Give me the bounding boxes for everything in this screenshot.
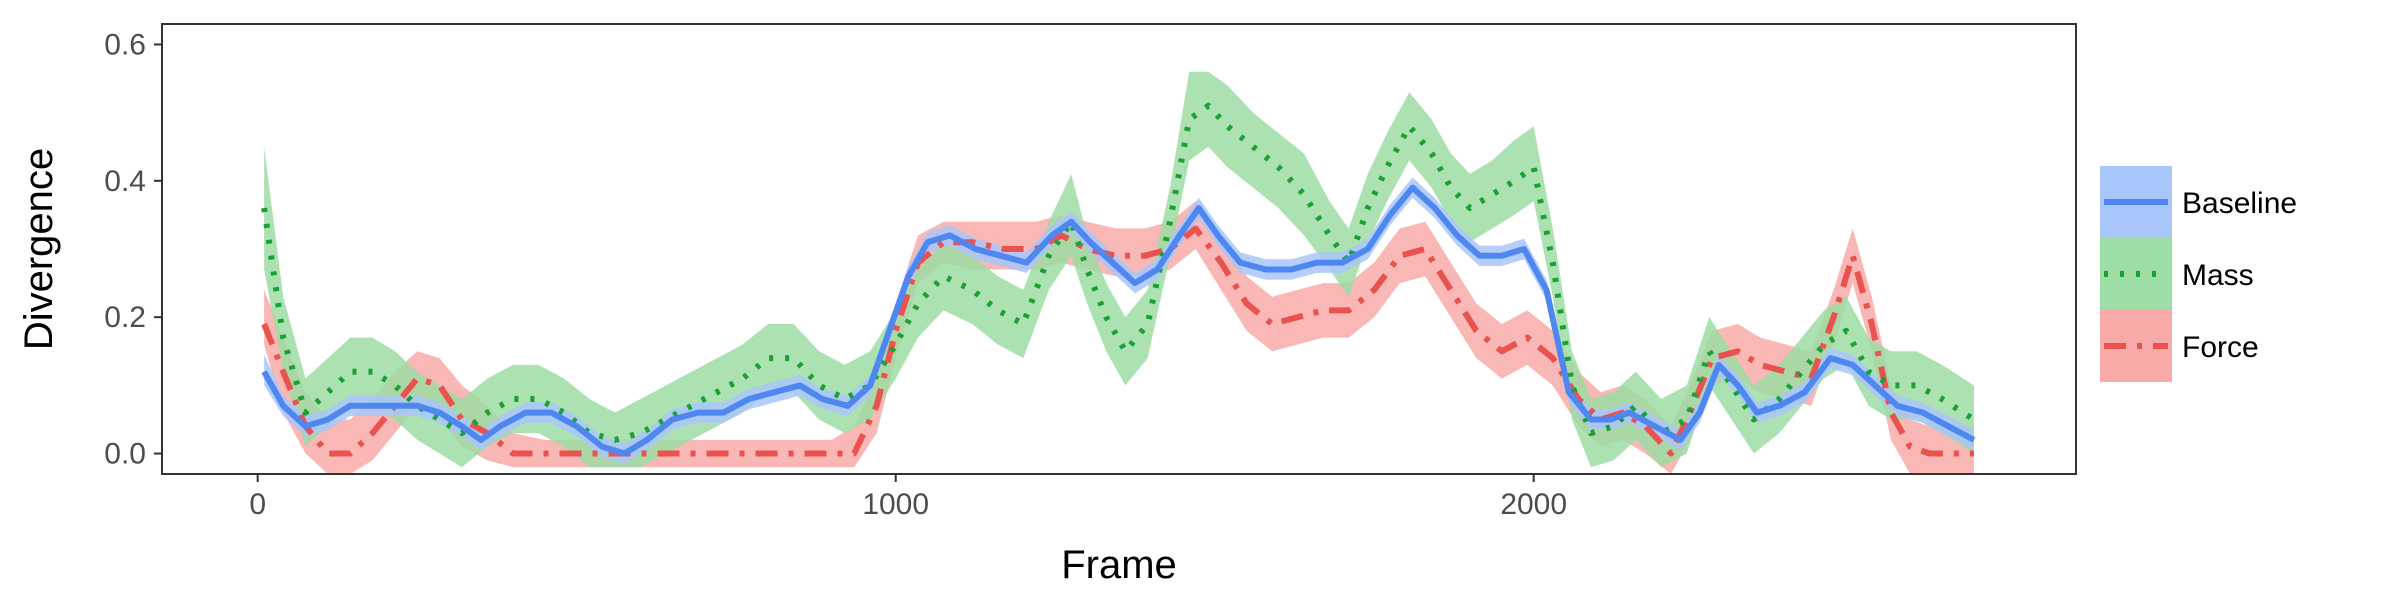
- mass-series-line: [261, 102, 1976, 443]
- y-axis-title: Divergence: [17, 148, 61, 350]
- legend-label-mass: Mass: [2182, 259, 2254, 292]
- x-axis-title: Frame: [1061, 543, 1177, 587]
- x-axis: 0 1000 2000: [249, 474, 1567, 521]
- force-confidence-band: [264, 201, 1974, 474]
- x-tick-label: 0: [249, 488, 266, 521]
- baseline-series-line: [261, 184, 1976, 457]
- plot-panel-border: [161, 23, 2077, 475]
- x-tick-label: 1000: [862, 488, 929, 521]
- legend-label-force: Force: [2182, 331, 2259, 364]
- y-tick-label: 0.6: [104, 28, 146, 61]
- y-tick-label: 0.0: [104, 438, 146, 471]
- plot-area: [261, 71, 1976, 474]
- force-series-line: [261, 225, 1974, 457]
- x-tick-label: 2000: [1500, 488, 1567, 521]
- legend-label-baseline: Baseline: [2182, 187, 2297, 220]
- mass-confidence-band: [264, 71, 1974, 468]
- y-tick-label: 0.2: [104, 301, 146, 334]
- y-axis: 0.0 0.2 0.4 0.6: [104, 28, 162, 471]
- legend: Baseline Mass Force: [2100, 166, 2297, 382]
- y-tick-label: 0.4: [104, 165, 146, 198]
